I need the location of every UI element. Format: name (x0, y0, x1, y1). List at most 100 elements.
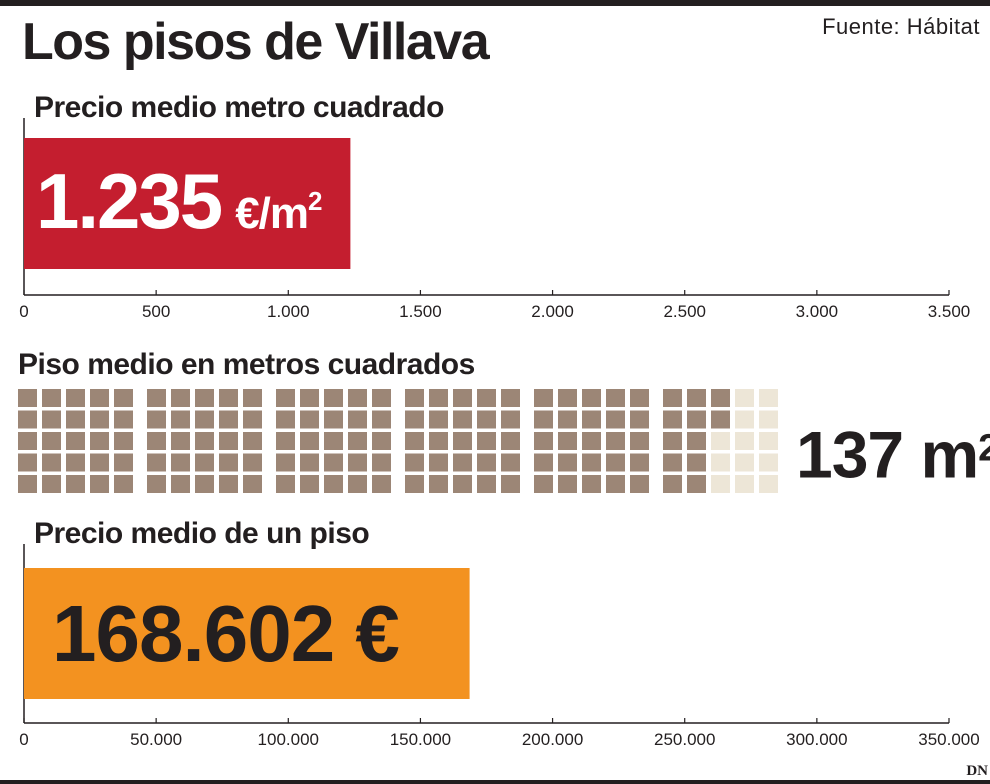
newspaper-logo: DN (966, 763, 988, 779)
waffle-cell-filled (114, 453, 133, 472)
waffle-cell-filled (687, 410, 706, 429)
waffle-cell-filled (429, 432, 448, 450)
waffle-cell-filled (558, 389, 577, 407)
waffle-cell-filled (219, 475, 238, 493)
waffle-cell-filled (276, 432, 295, 450)
flat-price-value: 168.602 € (52, 589, 399, 678)
waffle-cell-filled (276, 475, 295, 493)
waffle-cell-filled (477, 432, 496, 450)
waffle-cell-filled (582, 389, 601, 407)
waffle-cell-filled (534, 432, 553, 450)
waffle-cell-filled (171, 475, 190, 493)
waffle-cell-filled (42, 453, 61, 472)
waffle-cell-filled (687, 432, 706, 450)
waffle-cell-filled (606, 453, 625, 472)
waffle-cell-empty (759, 453, 778, 472)
waffle-cell-filled (66, 475, 85, 493)
waffle-cell-filled (66, 389, 85, 407)
waffle-cell-filled (429, 410, 448, 429)
waffle-cell-filled (663, 410, 682, 429)
waffle-cell-empty (735, 475, 754, 493)
waffle-cell-filled (582, 453, 601, 472)
waffle-cell-filled (663, 432, 682, 450)
waffle-cell-filled (147, 453, 166, 472)
waffle-cell-filled (18, 432, 37, 450)
x-tick-label: 3.500 (928, 302, 971, 321)
x-tick-label: 150.000 (390, 730, 451, 749)
waffle-cell-empty (711, 475, 730, 493)
waffle-cell-filled (42, 475, 61, 493)
waffle-cell-filled (243, 432, 262, 450)
waffle-cell-filled (630, 432, 649, 450)
waffle-cell-filled (324, 475, 343, 493)
x-tick-label: 1.500 (399, 302, 442, 321)
waffle-cell-filled (711, 410, 730, 429)
waffle-cell-filled (18, 389, 37, 407)
waffle-cell-filled (66, 453, 85, 472)
waffle-cell-empty (735, 410, 754, 429)
waffle-cell-filled (276, 410, 295, 429)
source-credit: Fuente: Hábitat (822, 14, 980, 39)
waffle-cell-filled (663, 453, 682, 472)
waffle-cell-filled (324, 453, 343, 472)
waffle-cell-filled (372, 432, 391, 450)
waffle-cell-filled (18, 410, 37, 429)
page-title: Los pisos de Villava (22, 13, 490, 71)
waffle-cell-filled (42, 410, 61, 429)
waffle-cell-filled (243, 453, 262, 472)
waffle-cell-filled (348, 432, 367, 450)
waffle-cell-filled (501, 475, 520, 493)
price-per-m2-unit-sup: 2 (308, 186, 322, 216)
waffle-cell-filled (453, 410, 472, 429)
x-tick-label: 200.000 (522, 730, 583, 749)
waffle-cell-filled (606, 475, 625, 493)
waffle-cell-filled (66, 410, 85, 429)
waffle-cell-filled (429, 389, 448, 407)
waffle-cell-filled (324, 410, 343, 429)
waffle-cell-filled (501, 432, 520, 450)
waffle-cell-filled (630, 389, 649, 407)
waffle-cell-filled (372, 389, 391, 407)
waffle-cell-filled (219, 410, 238, 429)
waffle-cell-filled (219, 432, 238, 450)
waffle-cell-filled (66, 432, 85, 450)
waffle-cell-empty (735, 389, 754, 407)
waffle-cell-filled (300, 453, 319, 472)
waffle-cell-filled (300, 389, 319, 407)
x-tick-label: 0 (19, 730, 28, 749)
waffle-cell-filled (300, 410, 319, 429)
waffle-cell-filled (534, 453, 553, 472)
waffle-cell-filled (171, 432, 190, 450)
waffle-cell-filled (534, 410, 553, 429)
x-tick-label: 300.000 (786, 730, 847, 749)
price-per-m2-title: Precio medio metro cuadrado (34, 91, 444, 124)
waffle-cell-filled (243, 389, 262, 407)
waffle-cell-filled (348, 475, 367, 493)
waffle-cell-filled (42, 432, 61, 450)
waffle-cell-filled (324, 389, 343, 407)
waffle-cell-filled (147, 475, 166, 493)
waffle-cell-filled (243, 475, 262, 493)
waffle-cell-filled (90, 475, 109, 493)
x-tick-label: 350.000 (918, 730, 979, 749)
waffle-cell-empty (711, 453, 730, 472)
waffle-cell-filled (90, 410, 109, 429)
waffle-cell-filled (606, 410, 625, 429)
waffle-cell-filled (405, 475, 424, 493)
waffle-cell-filled (195, 389, 214, 407)
waffle-cell-filled (219, 389, 238, 407)
waffle-cell-empty (759, 432, 778, 450)
waffle-cell-filled (687, 475, 706, 493)
waffle-cell-filled (372, 453, 391, 472)
waffle-cell-filled (711, 389, 730, 407)
waffle-cell-filled (18, 475, 37, 493)
waffle-cell-filled (429, 453, 448, 472)
waffle-cell-filled (630, 453, 649, 472)
waffle-cell-empty (735, 453, 754, 472)
waffle-cell-filled (453, 475, 472, 493)
waffle-cell-filled (405, 453, 424, 472)
waffle-cell-filled (114, 389, 133, 407)
waffle-cell-filled (606, 389, 625, 407)
waffle-cell-filled (324, 432, 343, 450)
